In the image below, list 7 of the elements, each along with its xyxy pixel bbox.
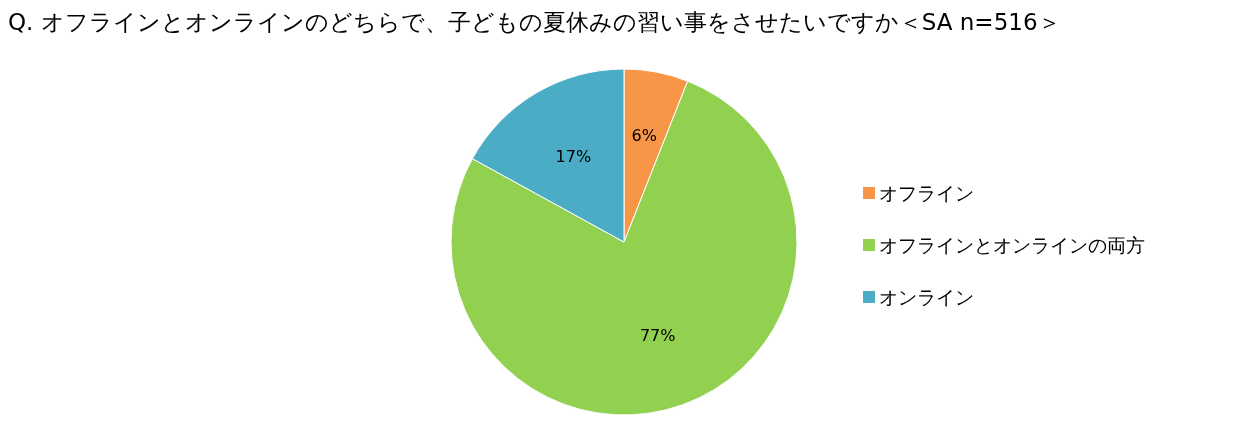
data-label: 6% — [631, 126, 657, 146]
data-label: 17% — [555, 146, 592, 166]
legend-label: オフライン — [879, 182, 974, 204]
legend-label: オンライン — [879, 286, 974, 308]
chart-title: Q. オフラインとオンラインのどちらで、子どもの夏休みの習い事をさせたいですか＜SA n=516＞ — [8, 9, 1061, 35]
data-label: 77% — [639, 326, 676, 346]
legend-label: オフラインとオンラインの両方 — [879, 234, 1145, 256]
